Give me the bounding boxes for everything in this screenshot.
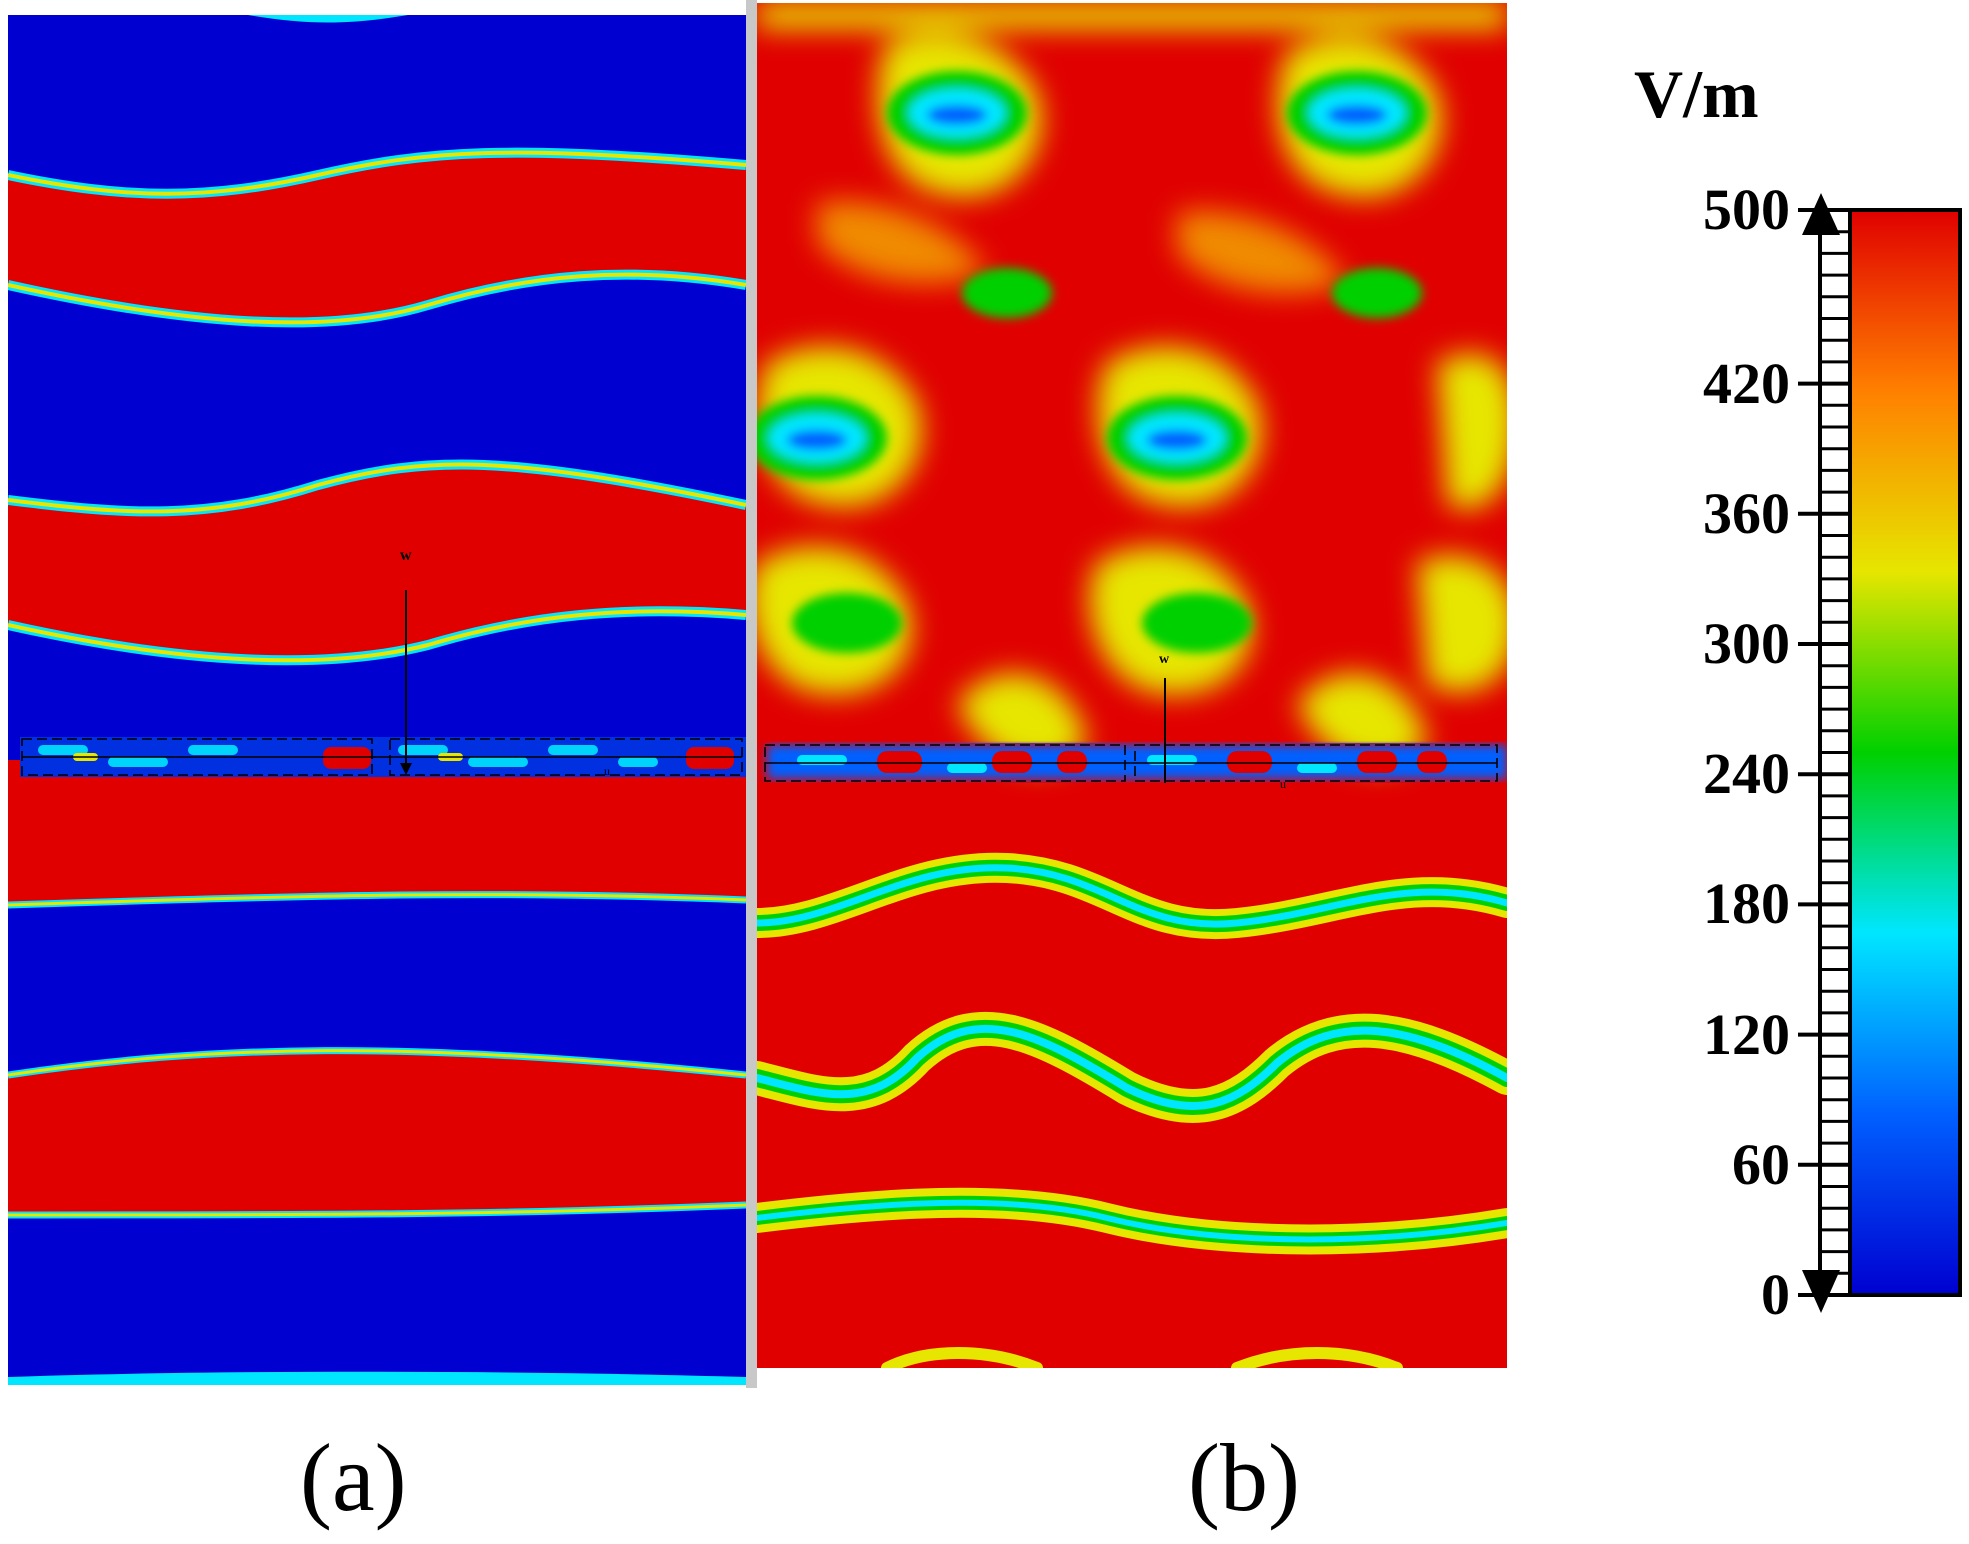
colorbar-tick-label: 180: [1703, 871, 1790, 937]
colorbar-tick-label: 420: [1703, 350, 1790, 416]
field-map-b-graphic: w u: [757, 3, 1507, 1368]
panel-label-b: (b): [1188, 1424, 1300, 1531]
panel-label-a: (a): [300, 1424, 407, 1531]
colorbar-tick-label: 500: [1703, 177, 1790, 242]
colorbar-tick-label: 60: [1732, 1131, 1790, 1197]
colorbar-ticks: [1798, 208, 1850, 1297]
colorbar-max-arrow-icon: [1802, 193, 1840, 235]
colorbar-min-arrow-icon: [1802, 1270, 1840, 1313]
w-marker-label-a: w: [400, 547, 412, 564]
colorbar-tick-label: 360: [1703, 480, 1790, 546]
w-marker-label-b: w: [1159, 652, 1170, 667]
colorbar-tick-label: 240: [1703, 741, 1790, 807]
field-map-a-graphic: w u: [8, 15, 746, 1385]
u-marker-label-a: u: [604, 764, 610, 778]
colorbar: [1798, 193, 1962, 1313]
field-map-panel-a: w u: [8, 15, 746, 1385]
colorbar-tick-label: 0: [1761, 1262, 1790, 1327]
colorbar-tick-label: 120: [1703, 1001, 1790, 1067]
colorbar-tick-label: 300: [1703, 611, 1790, 676]
field-map-panel-b: w u: [757, 3, 1507, 1368]
colorbar-unit-label: V/m: [1634, 56, 1759, 132]
panel-divider: [746, 0, 757, 1388]
colorbar-gradient: [1848, 208, 1962, 1297]
u-marker-label-b: u: [1280, 777, 1286, 791]
